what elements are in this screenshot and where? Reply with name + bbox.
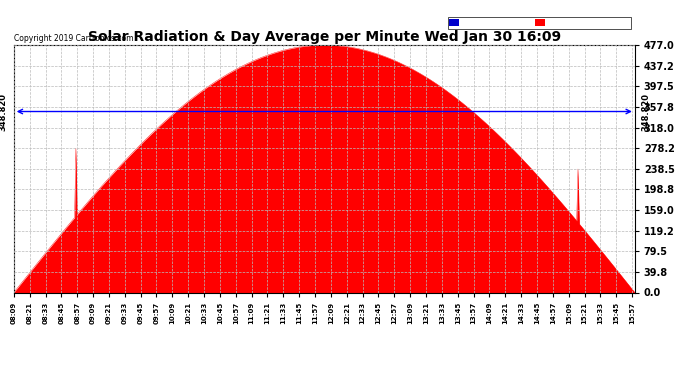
Text: Copyright 2019 Cartronics.com: Copyright 2019 Cartronics.com (14, 33, 133, 42)
Legend: Median (w/m2), Radiation (w/m2): Median (w/m2), Radiation (w/m2) (448, 17, 631, 29)
Text: 348.820: 348.820 (641, 93, 650, 130)
Title: Solar Radiation & Day Average per Minute Wed Jan 30 16:09: Solar Radiation & Day Average per Minute… (88, 30, 561, 44)
Text: 348.820: 348.820 (0, 93, 8, 130)
